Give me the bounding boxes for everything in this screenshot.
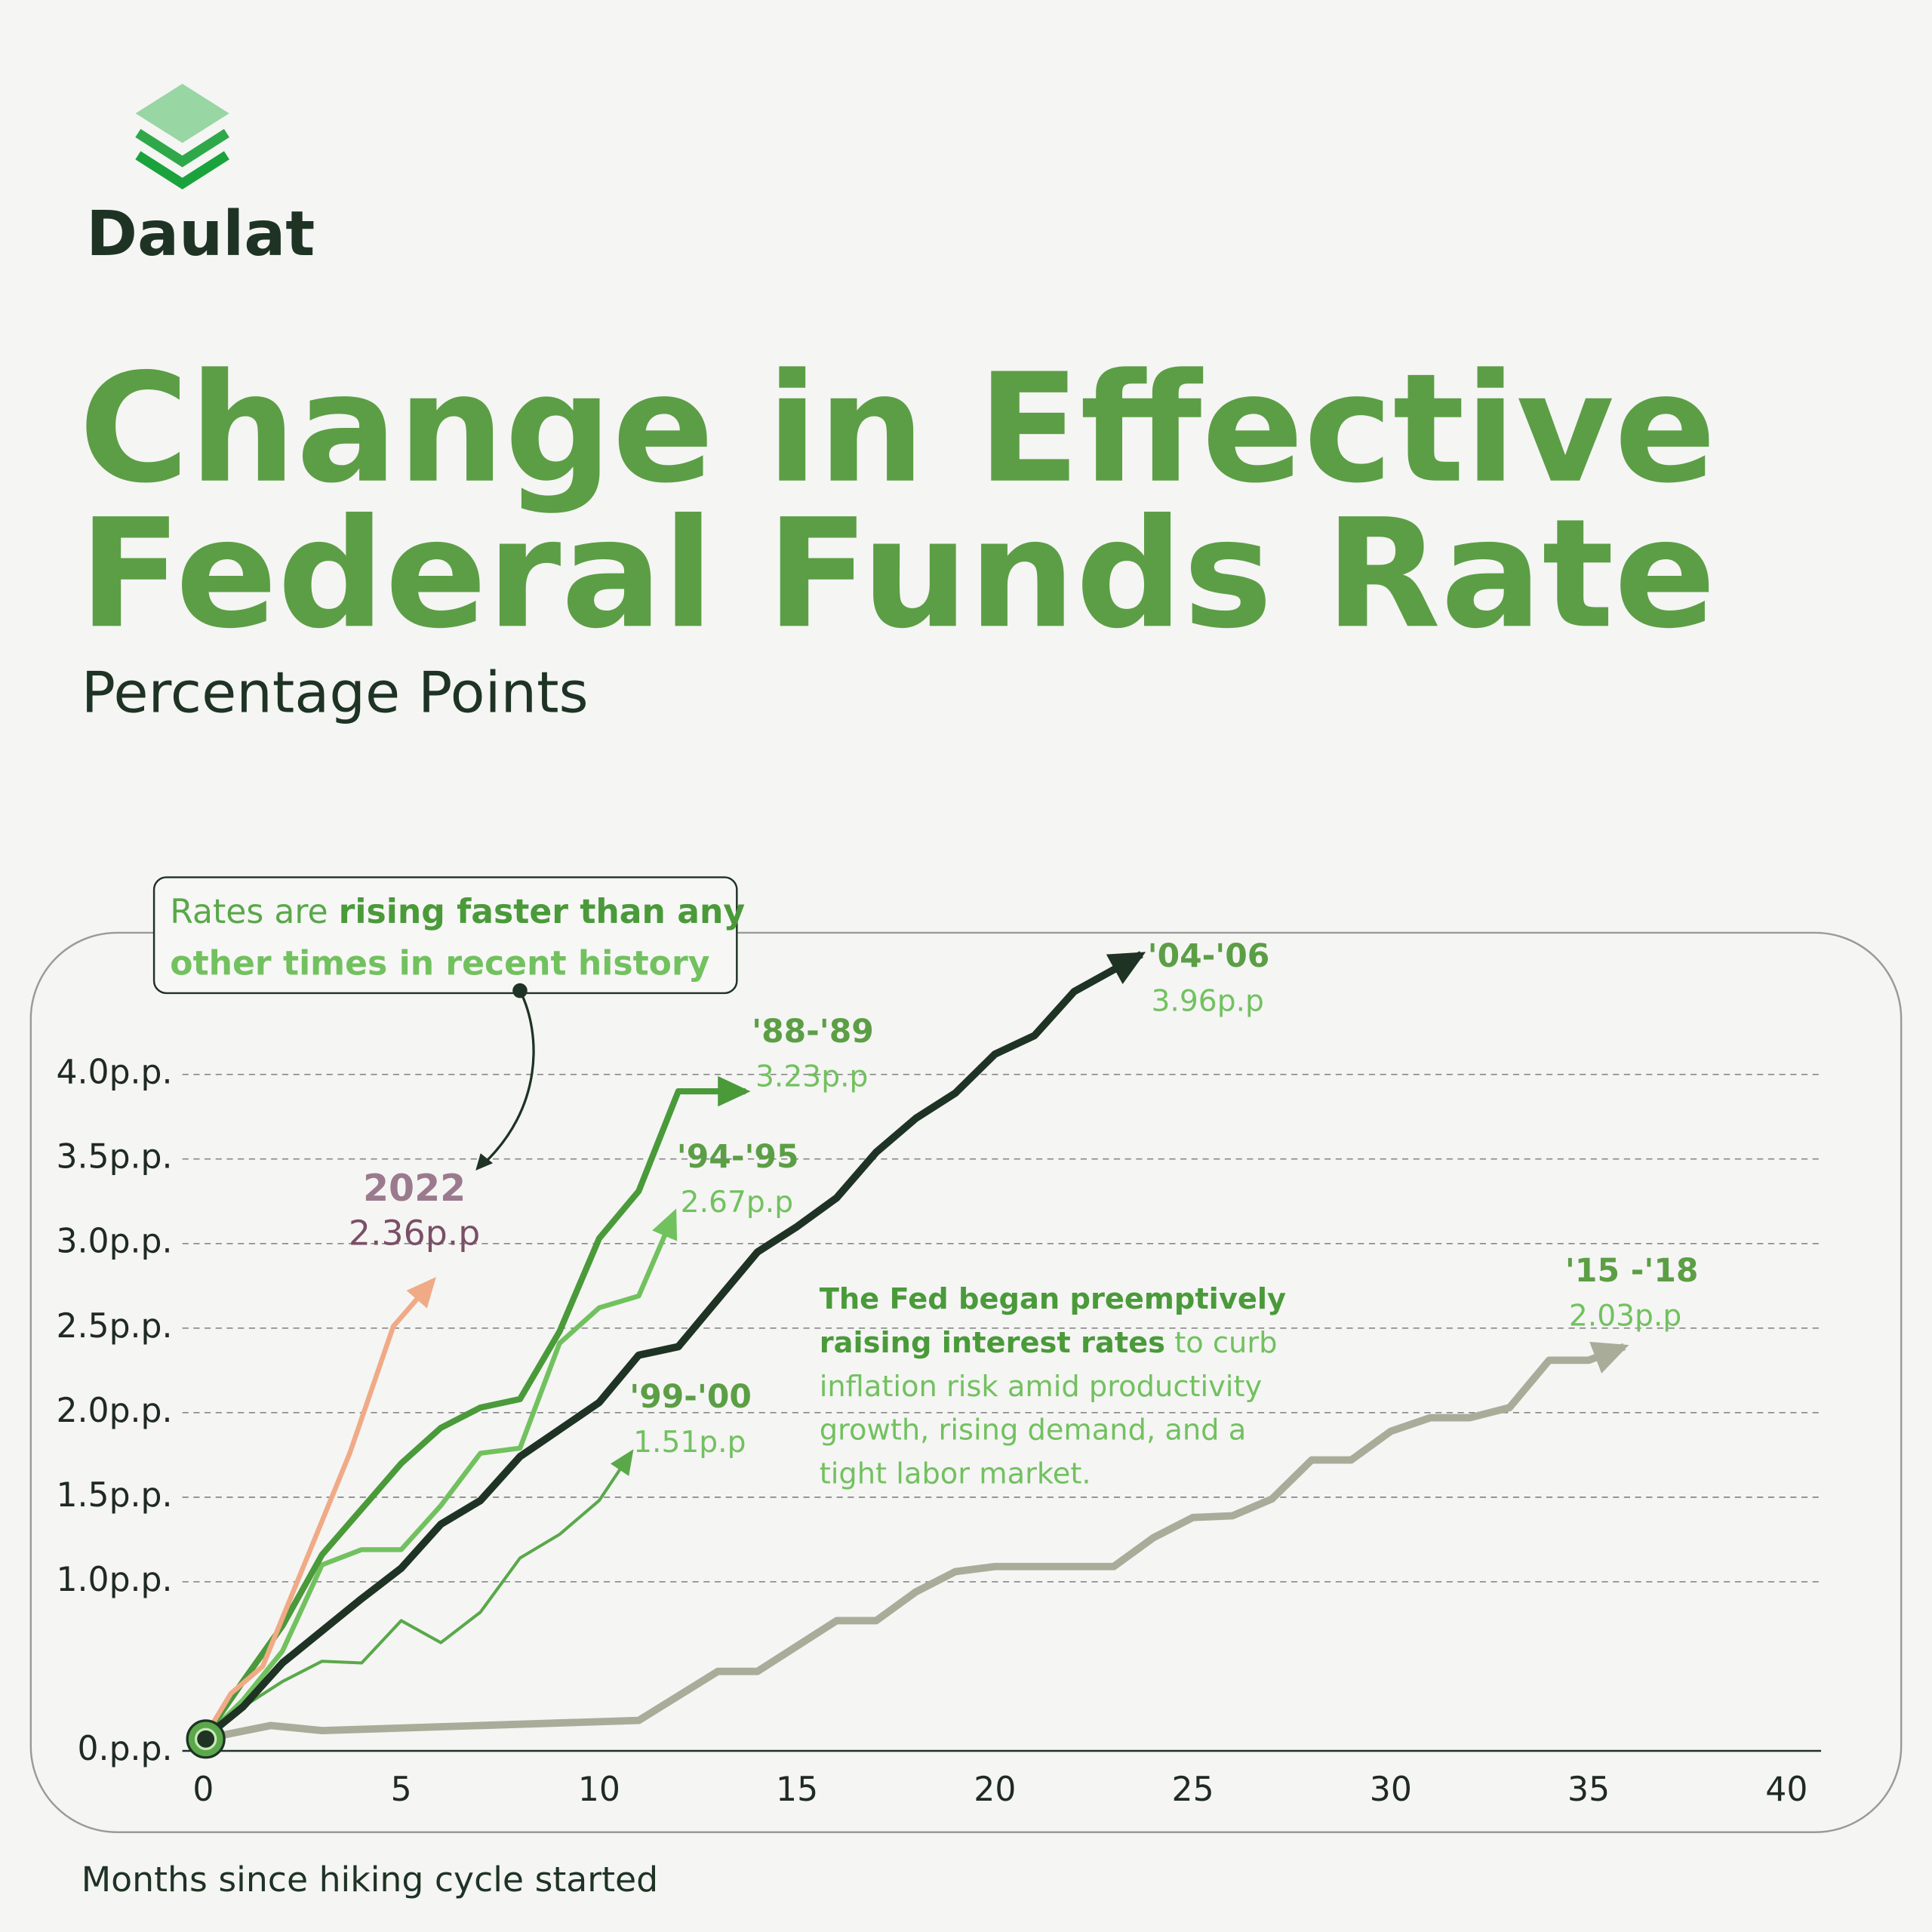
- note-line: tight labor market.: [820, 1457, 1091, 1491]
- x-axis-label: Months since hiking cycle started: [82, 1860, 658, 1900]
- series-end-label: 3.23p.p: [755, 1060, 868, 1094]
- note-line: inflation risk amid productivity: [820, 1370, 1263, 1404]
- y-tick-label: 1.5p.p.: [56, 1476, 172, 1515]
- title-line: Change in Effective: [78, 341, 1715, 516]
- series-line: [202, 1452, 632, 1740]
- start-dot: [194, 1727, 217, 1751]
- series-end-label: 3.96p.p: [1151, 985, 1263, 1019]
- arrowhead: [1106, 952, 1146, 984]
- series-end-label: 2.03p.p: [1569, 1300, 1681, 1334]
- callout-run: other times in recent history: [170, 944, 709, 983]
- series-name: '88-'89: [752, 1014, 874, 1051]
- y-tick-label: 1.0p.p.: [56, 1561, 172, 1599]
- callout-line: Rates are rising faster than any: [170, 893, 745, 931]
- arrowhead: [406, 1277, 436, 1309]
- series-end-label: 1.51p.p: [633, 1426, 746, 1460]
- y-tick-label: 3.0p.p.: [56, 1223, 172, 1261]
- y-tick-label: 4.0p.p.: [56, 1054, 172, 1092]
- x-tick-label: 0: [192, 1770, 214, 1809]
- plot: 0.p.p. 1.0p.p. 1.5p.p. 2.0p.p. 2.5p.p. 3.0p.p…: [56, 951, 1822, 1809]
- arrowhead: [1589, 1341, 1629, 1374]
- series-name: '04-'06: [1148, 938, 1270, 975]
- y-tick-label: 3.5p.p.: [56, 1138, 172, 1177]
- brand: Daulat: [86, 198, 315, 270]
- note-run: raising interest rates: [820, 1326, 1165, 1360]
- note-run: inflation risk amid productivity: [820, 1370, 1263, 1404]
- series-name: 2022: [363, 1167, 466, 1210]
- x-tick-label: 30: [1370, 1770, 1412, 1809]
- callout-run: Rates are: [170, 893, 338, 931]
- logo: [135, 84, 229, 190]
- note-run: to curb: [1165, 1326, 1277, 1360]
- series-end-label: 2.36p.p: [349, 1214, 480, 1254]
- callout: [152, 876, 738, 1171]
- y-tick-label: 2.0p.p.: [56, 1392, 172, 1430]
- x-tick-label: 40: [1765, 1770, 1807, 1809]
- annotations: '15 -'18 2.03p.p '99-'00 1.51p.p '94-'95 2.67…: [170, 893, 1698, 1491]
- series-name: '94-'95: [677, 1139, 799, 1176]
- series-line: [202, 1212, 677, 1741]
- subtitle: Percentage Points: [82, 660, 589, 726]
- x-tick-label: 35: [1567, 1770, 1610, 1809]
- y-tick-label: 2.5p.p.: [56, 1307, 172, 1346]
- chart-frame: [29, 931, 1903, 1833]
- series-line: [201, 1278, 435, 1741]
- arrowhead: [652, 1208, 678, 1241]
- note-line: raising interest rates to curb: [820, 1326, 1278, 1360]
- arrowhead: [718, 1075, 751, 1107]
- x-tick-label: 15: [776, 1770, 818, 1809]
- callout-line: other times in recent history: [170, 944, 709, 983]
- note-run: growth, rising demand, and a: [820, 1414, 1247, 1447]
- series-name: '15 -'18: [1565, 1253, 1699, 1290]
- x-tick-label: 10: [578, 1770, 620, 1809]
- callout-run: rising faster than any: [339, 893, 745, 931]
- series-name: '99-'00: [629, 1379, 752, 1416]
- x-tick-label: 25: [1172, 1770, 1214, 1809]
- series-end-label: 2.67p.p: [681, 1186, 793, 1220]
- y-tick-label: 0.p.p.: [78, 1730, 173, 1768]
- series-line: [201, 951, 1143, 1743]
- note-run: tight labor market.: [820, 1457, 1091, 1491]
- note-line: The Fed began preemptively: [820, 1282, 1286, 1316]
- arrowhead: [610, 1449, 634, 1476]
- x-tick-label: 20: [974, 1770, 1016, 1809]
- x-tick-label: 5: [391, 1770, 412, 1809]
- note-run: The Fed began preemptively: [820, 1282, 1286, 1316]
- note-line: growth, rising demand, and a: [820, 1414, 1247, 1447]
- series-line: [202, 1343, 1626, 1743]
- title-line: Federal Funds Rate: [78, 486, 1715, 661]
- series-line: [201, 1088, 746, 1741]
